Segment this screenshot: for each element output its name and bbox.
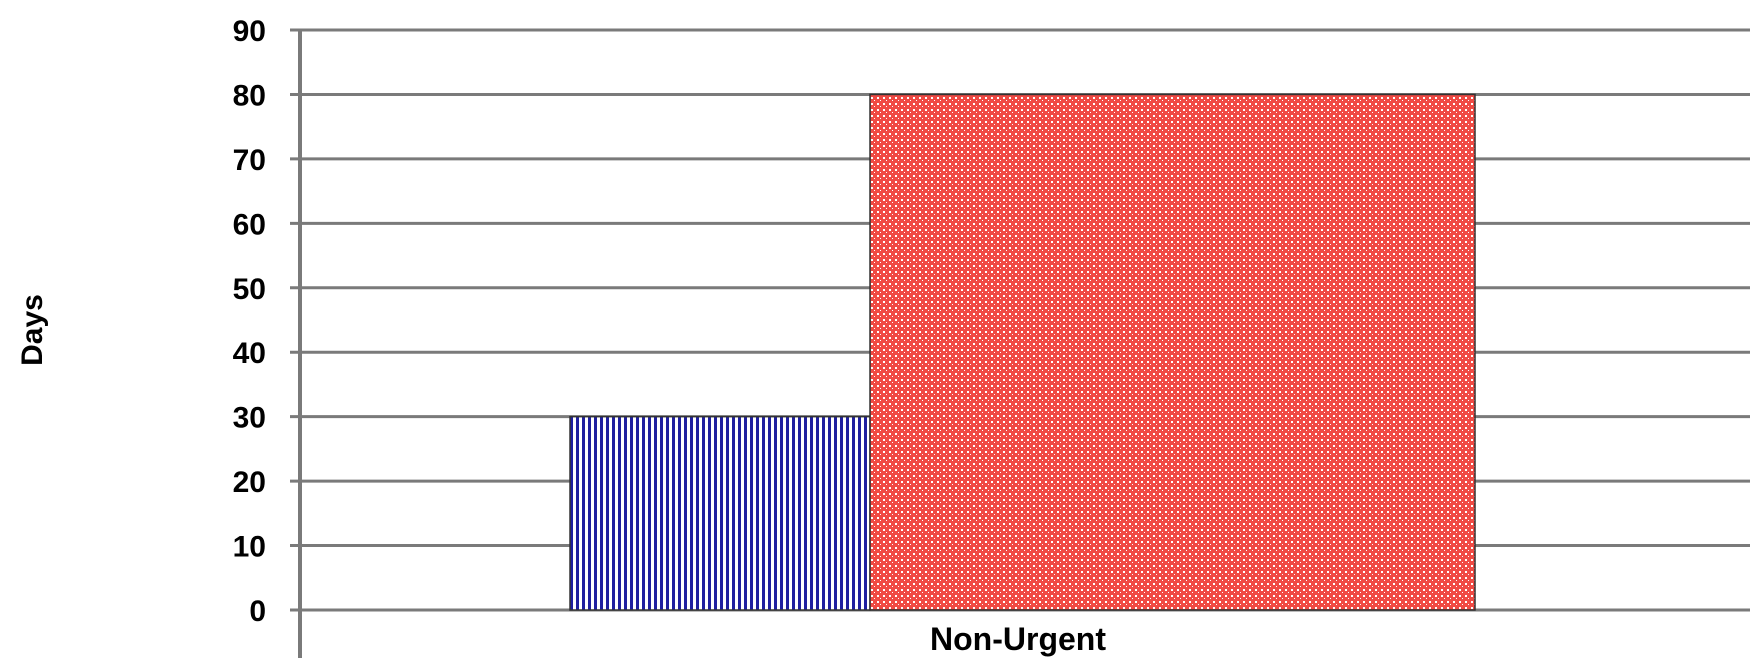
y-tick-labels: 0 10 20 30 40 50 60 70 80 90	[233, 15, 266, 628]
y-tick-label: 50	[233, 273, 266, 306]
y-tick-label: 20	[233, 466, 266, 499]
y-tick-label: 60	[233, 208, 266, 241]
y-tick-label: 40	[233, 337, 266, 370]
y-tick-label: 0	[249, 595, 266, 628]
bars	[569, 93, 1476, 611]
bar-series-1	[569, 415, 871, 611]
y-tick-label: 90	[233, 15, 266, 48]
y-tick-label: 30	[233, 402, 266, 435]
y-tick-label: 80	[233, 79, 266, 112]
x-category-label: Non-Urgent	[930, 621, 1106, 657]
bar-series-2	[869, 93, 1476, 611]
y-tick-label: 10	[233, 531, 266, 564]
y-axis-label: Days	[16, 294, 49, 366]
y-tick-label: 70	[233, 144, 266, 177]
